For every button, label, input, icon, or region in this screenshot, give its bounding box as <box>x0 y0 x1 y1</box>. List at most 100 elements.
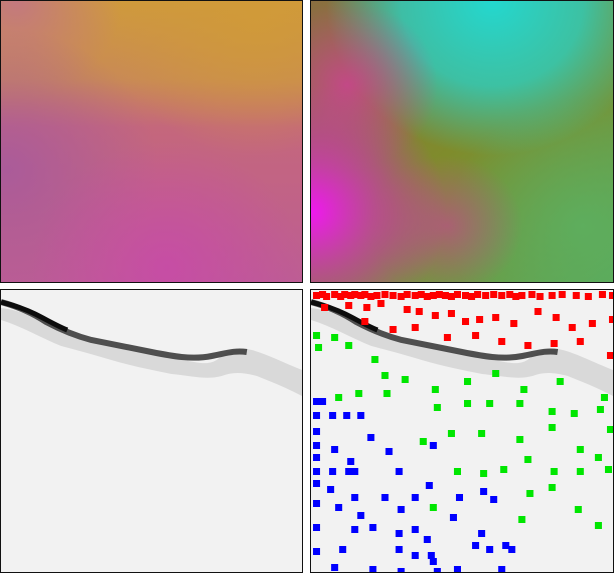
marker-square <box>429 558 437 565</box>
marker-square <box>441 292 449 299</box>
marker-square <box>502 542 510 549</box>
marker-square <box>369 566 377 572</box>
marker-square <box>584 293 592 300</box>
marker-square <box>464 378 472 385</box>
marker-square <box>568 324 576 331</box>
marker-square <box>468 293 476 300</box>
marker-square <box>508 546 516 553</box>
marker-square <box>482 292 490 299</box>
marker-square <box>403 291 411 298</box>
marker-square <box>347 292 355 299</box>
marker-square <box>343 412 351 419</box>
marker-square <box>367 293 375 300</box>
marker-square <box>472 542 480 549</box>
marker-square <box>536 293 544 300</box>
marker-square <box>361 318 369 325</box>
marker-square <box>389 292 397 299</box>
marker-square <box>476 316 484 323</box>
marker-square <box>313 524 321 531</box>
marker-square <box>341 291 349 298</box>
marker-square <box>480 488 488 495</box>
marker-square <box>510 320 518 327</box>
marker-square <box>429 504 437 511</box>
marker-square <box>327 486 335 493</box>
marker-square <box>397 568 405 572</box>
marker-square <box>431 386 439 393</box>
marker-square <box>331 564 339 571</box>
top-left-color-field <box>1 1 302 282</box>
marker-square <box>433 568 441 572</box>
marker-square <box>596 406 604 413</box>
marker-square <box>552 314 560 321</box>
marker-square <box>357 292 365 299</box>
marker-square <box>381 291 389 298</box>
marker-square <box>574 506 582 513</box>
marker-group <box>313 291 613 572</box>
marker-square <box>313 412 321 419</box>
top-right-panel <box>310 0 614 283</box>
marker-square <box>486 400 494 407</box>
marker-square <box>429 442 437 449</box>
marker-square <box>411 324 419 331</box>
bottom-left-panel <box>0 289 303 573</box>
marker-square <box>572 292 580 299</box>
marker-square <box>464 400 472 407</box>
marker-square <box>550 468 558 475</box>
marker-square <box>381 494 389 501</box>
marker-square <box>447 310 455 317</box>
marker-square <box>319 398 327 405</box>
marker-square <box>331 446 339 453</box>
marker-square <box>423 293 431 300</box>
marker-square <box>576 468 584 475</box>
marker-square <box>518 292 526 299</box>
marker-square <box>478 530 486 537</box>
marker-square <box>315 344 323 351</box>
marker-square <box>355 390 363 397</box>
marker-square <box>486 546 494 553</box>
marker-square <box>462 318 470 325</box>
marker-square <box>498 566 506 572</box>
marker-square <box>313 332 321 339</box>
marker-square <box>462 292 470 299</box>
marker-square <box>576 446 584 453</box>
marker-square <box>576 338 584 345</box>
marker-square <box>313 442 321 449</box>
marker-square <box>397 293 405 300</box>
marker-square <box>512 293 520 300</box>
bottom-left-grayscale-map <box>1 290 302 572</box>
marker-square <box>373 292 381 299</box>
marker-square <box>449 514 457 521</box>
marker-square <box>313 292 321 299</box>
marker-square <box>329 412 337 419</box>
marker-square <box>423 536 431 543</box>
marker-square <box>534 308 542 315</box>
marker-square <box>319 291 327 298</box>
marker-square <box>369 524 377 531</box>
marker-square <box>395 530 403 537</box>
marker-square <box>506 291 514 298</box>
marker-square <box>385 448 393 455</box>
marker-square <box>397 506 405 513</box>
marker-square <box>606 352 613 359</box>
marker-square <box>480 470 488 477</box>
marker-square <box>608 292 613 299</box>
marker-square <box>490 496 498 503</box>
marker-square <box>313 454 321 461</box>
marker-square <box>455 494 464 501</box>
marker-square <box>594 454 602 461</box>
marker-square <box>389 326 397 333</box>
marker-square <box>329 468 337 475</box>
marker-square <box>313 548 321 555</box>
marker-square <box>335 394 343 401</box>
marker-square <box>516 400 524 407</box>
marker-square <box>570 410 578 417</box>
marker-square <box>435 291 443 298</box>
marker-square <box>321 304 329 311</box>
marker-square <box>516 436 524 443</box>
marker-square <box>548 484 556 491</box>
marker-square <box>381 372 389 379</box>
marker-square <box>411 494 419 501</box>
marker-square <box>518 516 526 523</box>
marker-square <box>500 466 508 473</box>
marker-square <box>415 308 423 315</box>
